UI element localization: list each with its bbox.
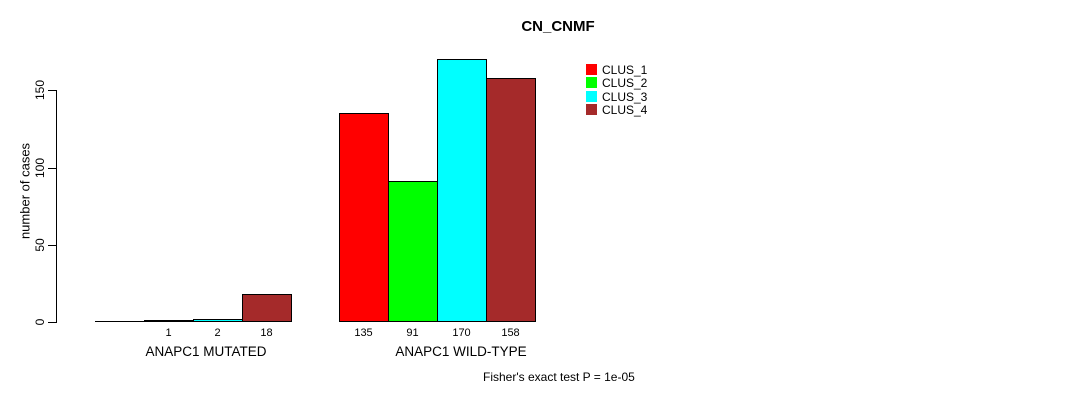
y-axis-tick [48,90,56,92]
bar-clus_3-group2 [437,59,487,322]
legend-swatch-clus_3 [586,90,597,102]
group-label-anapc1-mutated: ANAPC1 MUTATED [145,344,267,359]
bar-value-label: 91 [406,327,419,339]
bar-clus_4-group2 [486,77,536,322]
legend-swatch-clus_1 [586,64,597,75]
bar-value-label: 170 [452,327,471,339]
y-axis-tick [48,322,56,323]
bar-value-label: 135 [354,327,373,339]
legend-label-clus_2: CLUS_2 [602,76,648,91]
y-axis-tick [48,244,56,246]
bar-clus_1-group1-zero [95,321,145,322]
y-axis-tick [48,167,56,169]
y-axis-tick-label: 0 [33,318,47,326]
bar-value-label: 18 [260,327,273,339]
legend-swatch-clus_2 [586,77,597,89]
bar-value-label: 158 [501,327,520,339]
bar-clus_4-group1 [242,294,292,322]
legend-label-clus_1: CLUS_1 [602,63,648,77]
bar-value-label: 2 [214,327,221,339]
legend-label-clus_3: CLUS_3 [602,89,648,104]
fisher-test-annotation: Fisher's exact test P = 1e-05 [483,370,635,384]
y-axis-tick-label: 100 [33,157,47,178]
bar-value-label: 1 [165,327,172,339]
bar-clus_1-group2 [339,113,389,322]
bar-clus_2-group1 [144,320,194,323]
legend-label-clus_4: CLUS_4 [602,103,648,118]
y-axis-line [56,90,57,323]
y-axis-tick-label: 150 [33,80,47,101]
legend-swatch-clus_4 [586,104,597,116]
group-label-anapc1-wild-type: ANAPC1 WILD-TYPE [395,344,527,359]
chart-title: CN_CNMF [521,18,595,35]
y-axis-label: number of cases [17,142,33,240]
bar-clus_3-group1 [193,318,243,322]
bar-clus_2-group2 [388,181,438,322]
y-axis-tick-label: 50 [33,238,47,252]
